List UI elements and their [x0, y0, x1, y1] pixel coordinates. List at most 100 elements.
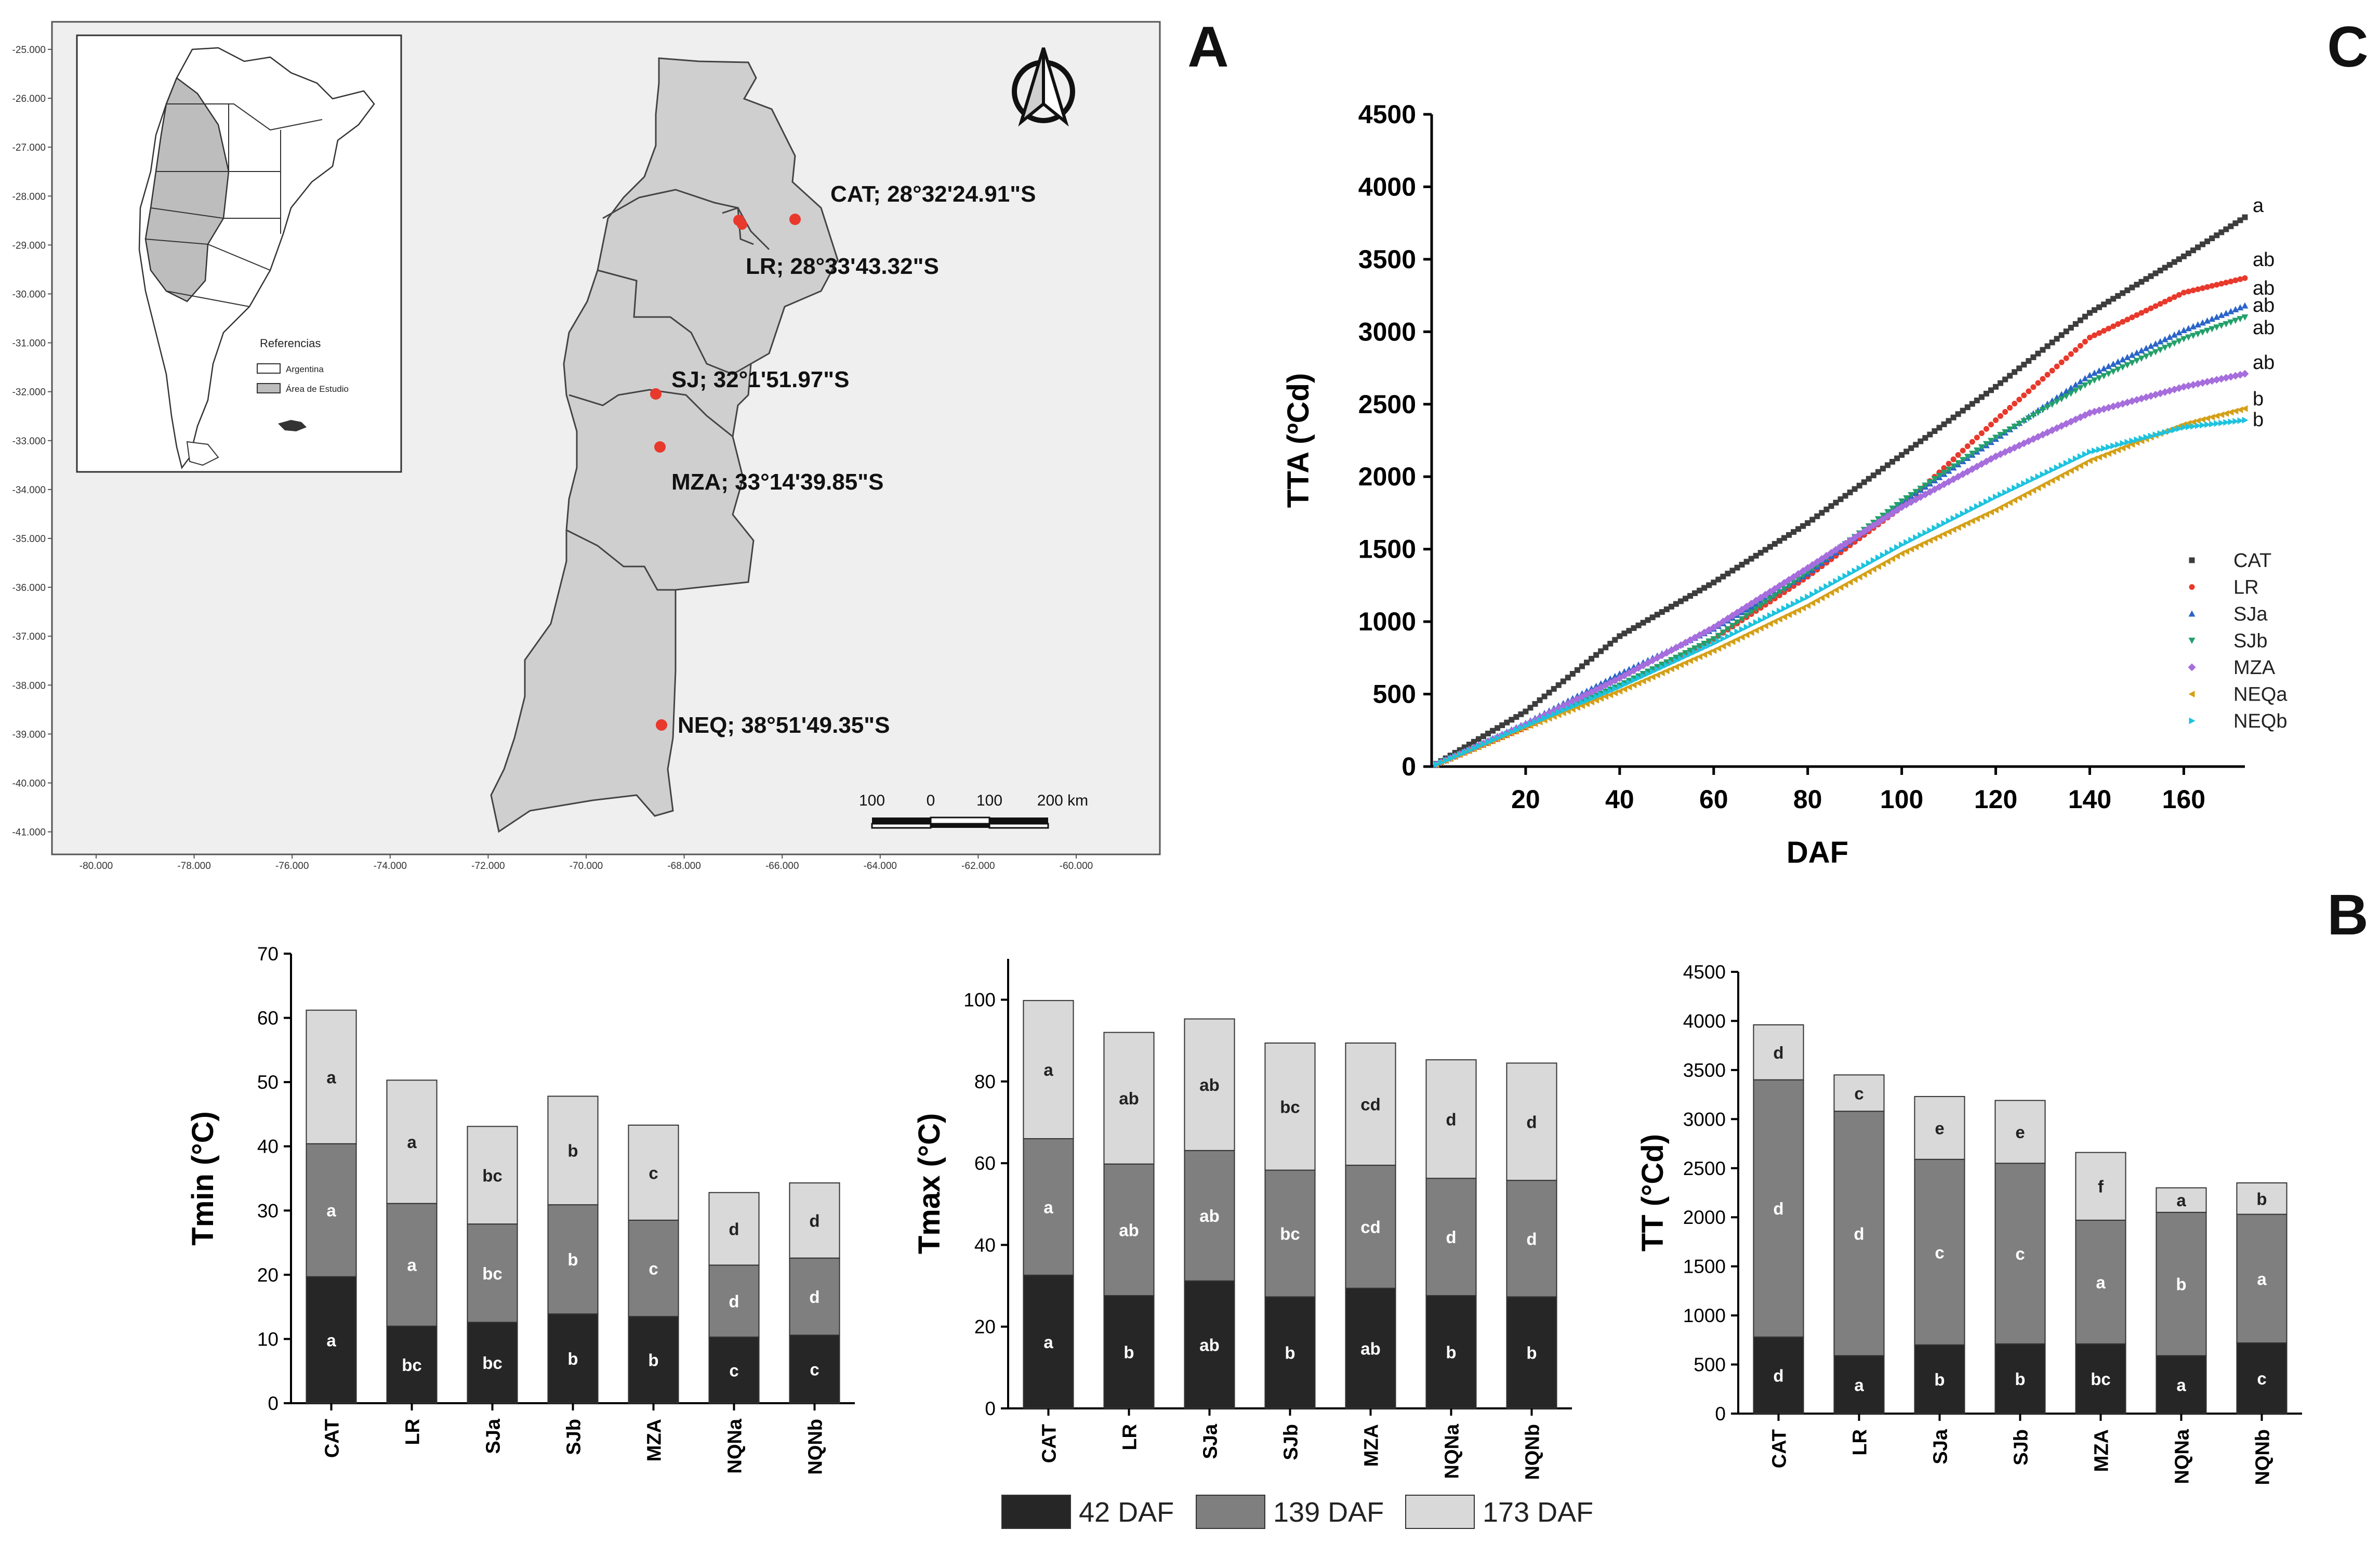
tta-point-cat: [1852, 486, 1858, 492]
tta-point-neqb: [2012, 484, 2018, 492]
tta-point-cat: [1870, 472, 1876, 479]
site-label-neq: NEQ; 38°51'49.35"S: [678, 713, 890, 738]
tta-point-sjb: [2223, 321, 2230, 327]
tta-point-cat: [1866, 476, 1872, 482]
tta-point-sja: [2218, 311, 2225, 318]
tta-point-sja: [2138, 347, 2145, 353]
tta-point-cat: [1894, 455, 1900, 461]
site-marker-mza: [654, 441, 666, 453]
tta-point-cat: [1767, 544, 1773, 550]
tta-point-cat: [1875, 469, 1881, 475]
tta-point-neqa: [1992, 506, 1999, 513]
tta-point-cat: [2049, 339, 2055, 346]
tmin-chart-bar-letter: c: [649, 1259, 658, 1278]
tta-point-neqa: [2199, 416, 2206, 423]
tta-point-cat: [1941, 421, 1947, 427]
tta-point-neqb: [1852, 568, 1858, 574]
tta-point-neqb: [2195, 422, 2202, 429]
lat-tick-label: -37.000: [12, 631, 46, 642]
tta-point-cat: [1762, 547, 1768, 553]
tta-point-sja: [2180, 327, 2187, 334]
tta-point-neqa: [2218, 411, 2225, 418]
tta-point-cat: [2054, 336, 2060, 342]
tta-point-sja: [2110, 360, 2117, 367]
tta-point-sja: [2237, 304, 2244, 311]
tta-point-neqa: [2237, 406, 2243, 414]
tta-point-neqa: [1903, 548, 1910, 555]
tta-point-lr: [2044, 372, 2051, 378]
site-label-sj: SJ; 32°1'51.97"S: [671, 367, 849, 392]
tta-point-cat: [2082, 313, 2088, 320]
tta-point-neqb: [1837, 575, 1844, 583]
tta-point-sjb: [2189, 333, 2197, 339]
tta-point-neqb: [1607, 687, 1614, 694]
tta-point-neqb: [1969, 505, 1976, 512]
tta-point-neqb: [1757, 616, 1764, 624]
tta-point-neqa: [1800, 604, 1806, 612]
map-panel: -25.000 -26.000 -27.000 -28.000 -29.000 -30.0…: [12, 21, 1161, 872]
lat-tick-label: -25.000: [12, 45, 46, 56]
tta-point-lr: [2129, 314, 2135, 321]
tta-point-sjb: [1654, 664, 1661, 670]
tta-point-lr: [2058, 359, 2065, 365]
tta-point-neqa: [1597, 695, 1604, 702]
tta-point-sja: [2058, 391, 2065, 398]
tta-legend-sja: SJa: [2233, 603, 2268, 625]
tmax-chart-x-tick-label: NQNb: [1522, 1424, 1544, 1480]
tta-point-lr: [2002, 409, 2008, 415]
tta-point-sjb: [2143, 353, 2150, 360]
tta-point-neqa: [1964, 519, 1971, 526]
tta-point-cat: [1861, 479, 1867, 485]
tta-point-neqb: [1621, 681, 1628, 688]
tt-chart-bar-nqnb-2: [2236, 1182, 2288, 1215]
tta-point-sjb: [1954, 460, 1962, 467]
tmax-chart-bar-mza-2: [1345, 1042, 1396, 1166]
tmin-chart-bar-letter: a: [407, 1256, 417, 1275]
tta-point-cat: [1663, 606, 1670, 612]
tta-point-cat: [2138, 279, 2145, 285]
tta-point-sjb: [1982, 441, 1990, 447]
tmax-chart-bar-sjb-1: [1264, 1169, 1316, 1298]
tta-point-neqb: [2068, 457, 2074, 465]
tta-point-neqa: [1625, 683, 1632, 691]
tta-point-neqb: [2054, 464, 2060, 471]
tta-point-neqa: [2096, 454, 2103, 461]
tta-point-lr: [2096, 330, 2103, 336]
tta-point-neqb: [2148, 432, 2154, 440]
tta-point-lr: [2138, 310, 2145, 316]
inset-map: Referencias Argentina Área de Estudio: [76, 34, 402, 473]
tta-point-neqb: [1603, 689, 1609, 696]
tta-point-neqa: [1786, 611, 1792, 618]
tmax-chart-bar-letter: cd: [1360, 1217, 1381, 1236]
tta-point-sjb: [1959, 457, 1966, 464]
tta-point-cat: [2209, 235, 2215, 242]
tt-chart-bar-nqna-1: [2156, 1211, 2207, 1356]
tmax-chart-bar-sjb-2: [1264, 1042, 1316, 1171]
lon-tick-label: -64.000: [864, 861, 897, 872]
tta-point-neqa: [1762, 622, 1768, 629]
tta-point-neqa: [1959, 522, 1966, 529]
tta-x-tick-label: 120: [1974, 785, 2017, 814]
tta-point-neqb: [2026, 478, 2032, 485]
inset-study-area: [144, 77, 230, 302]
tta-point-cat: [1922, 435, 1928, 441]
tta-point-sjb: [2171, 340, 2178, 347]
tta-point-cat: [2228, 223, 2234, 229]
tta-point-sja: [2223, 310, 2230, 316]
tmax-chart-bar-letter: ab: [1119, 1220, 1139, 1239]
tta-point-sjb: [1715, 632, 1722, 639]
tta-y-tick-label: 1000: [1358, 607, 1416, 636]
tta-point-neqa: [1668, 665, 1674, 672]
tta-point-sjb: [1780, 586, 1788, 592]
tta-point-neqa: [2067, 467, 2074, 474]
tta-point-neqa: [1870, 565, 1876, 573]
tt-chart-x-tick-label: LR: [1849, 1429, 1871, 1456]
tta-point-neqa: [1607, 691, 1614, 698]
tt-chart-bar-sjb-1: [1994, 1163, 2046, 1344]
tmax-chart-x-tick-label: MZA: [1361, 1424, 1383, 1467]
scale-bar: 100 0 100 200 km: [859, 792, 1088, 829]
tta-point-neqb: [1903, 539, 1910, 546]
tta-point-cat: [1847, 489, 1853, 495]
tta-y-tick-label: 500: [1373, 680, 1416, 709]
